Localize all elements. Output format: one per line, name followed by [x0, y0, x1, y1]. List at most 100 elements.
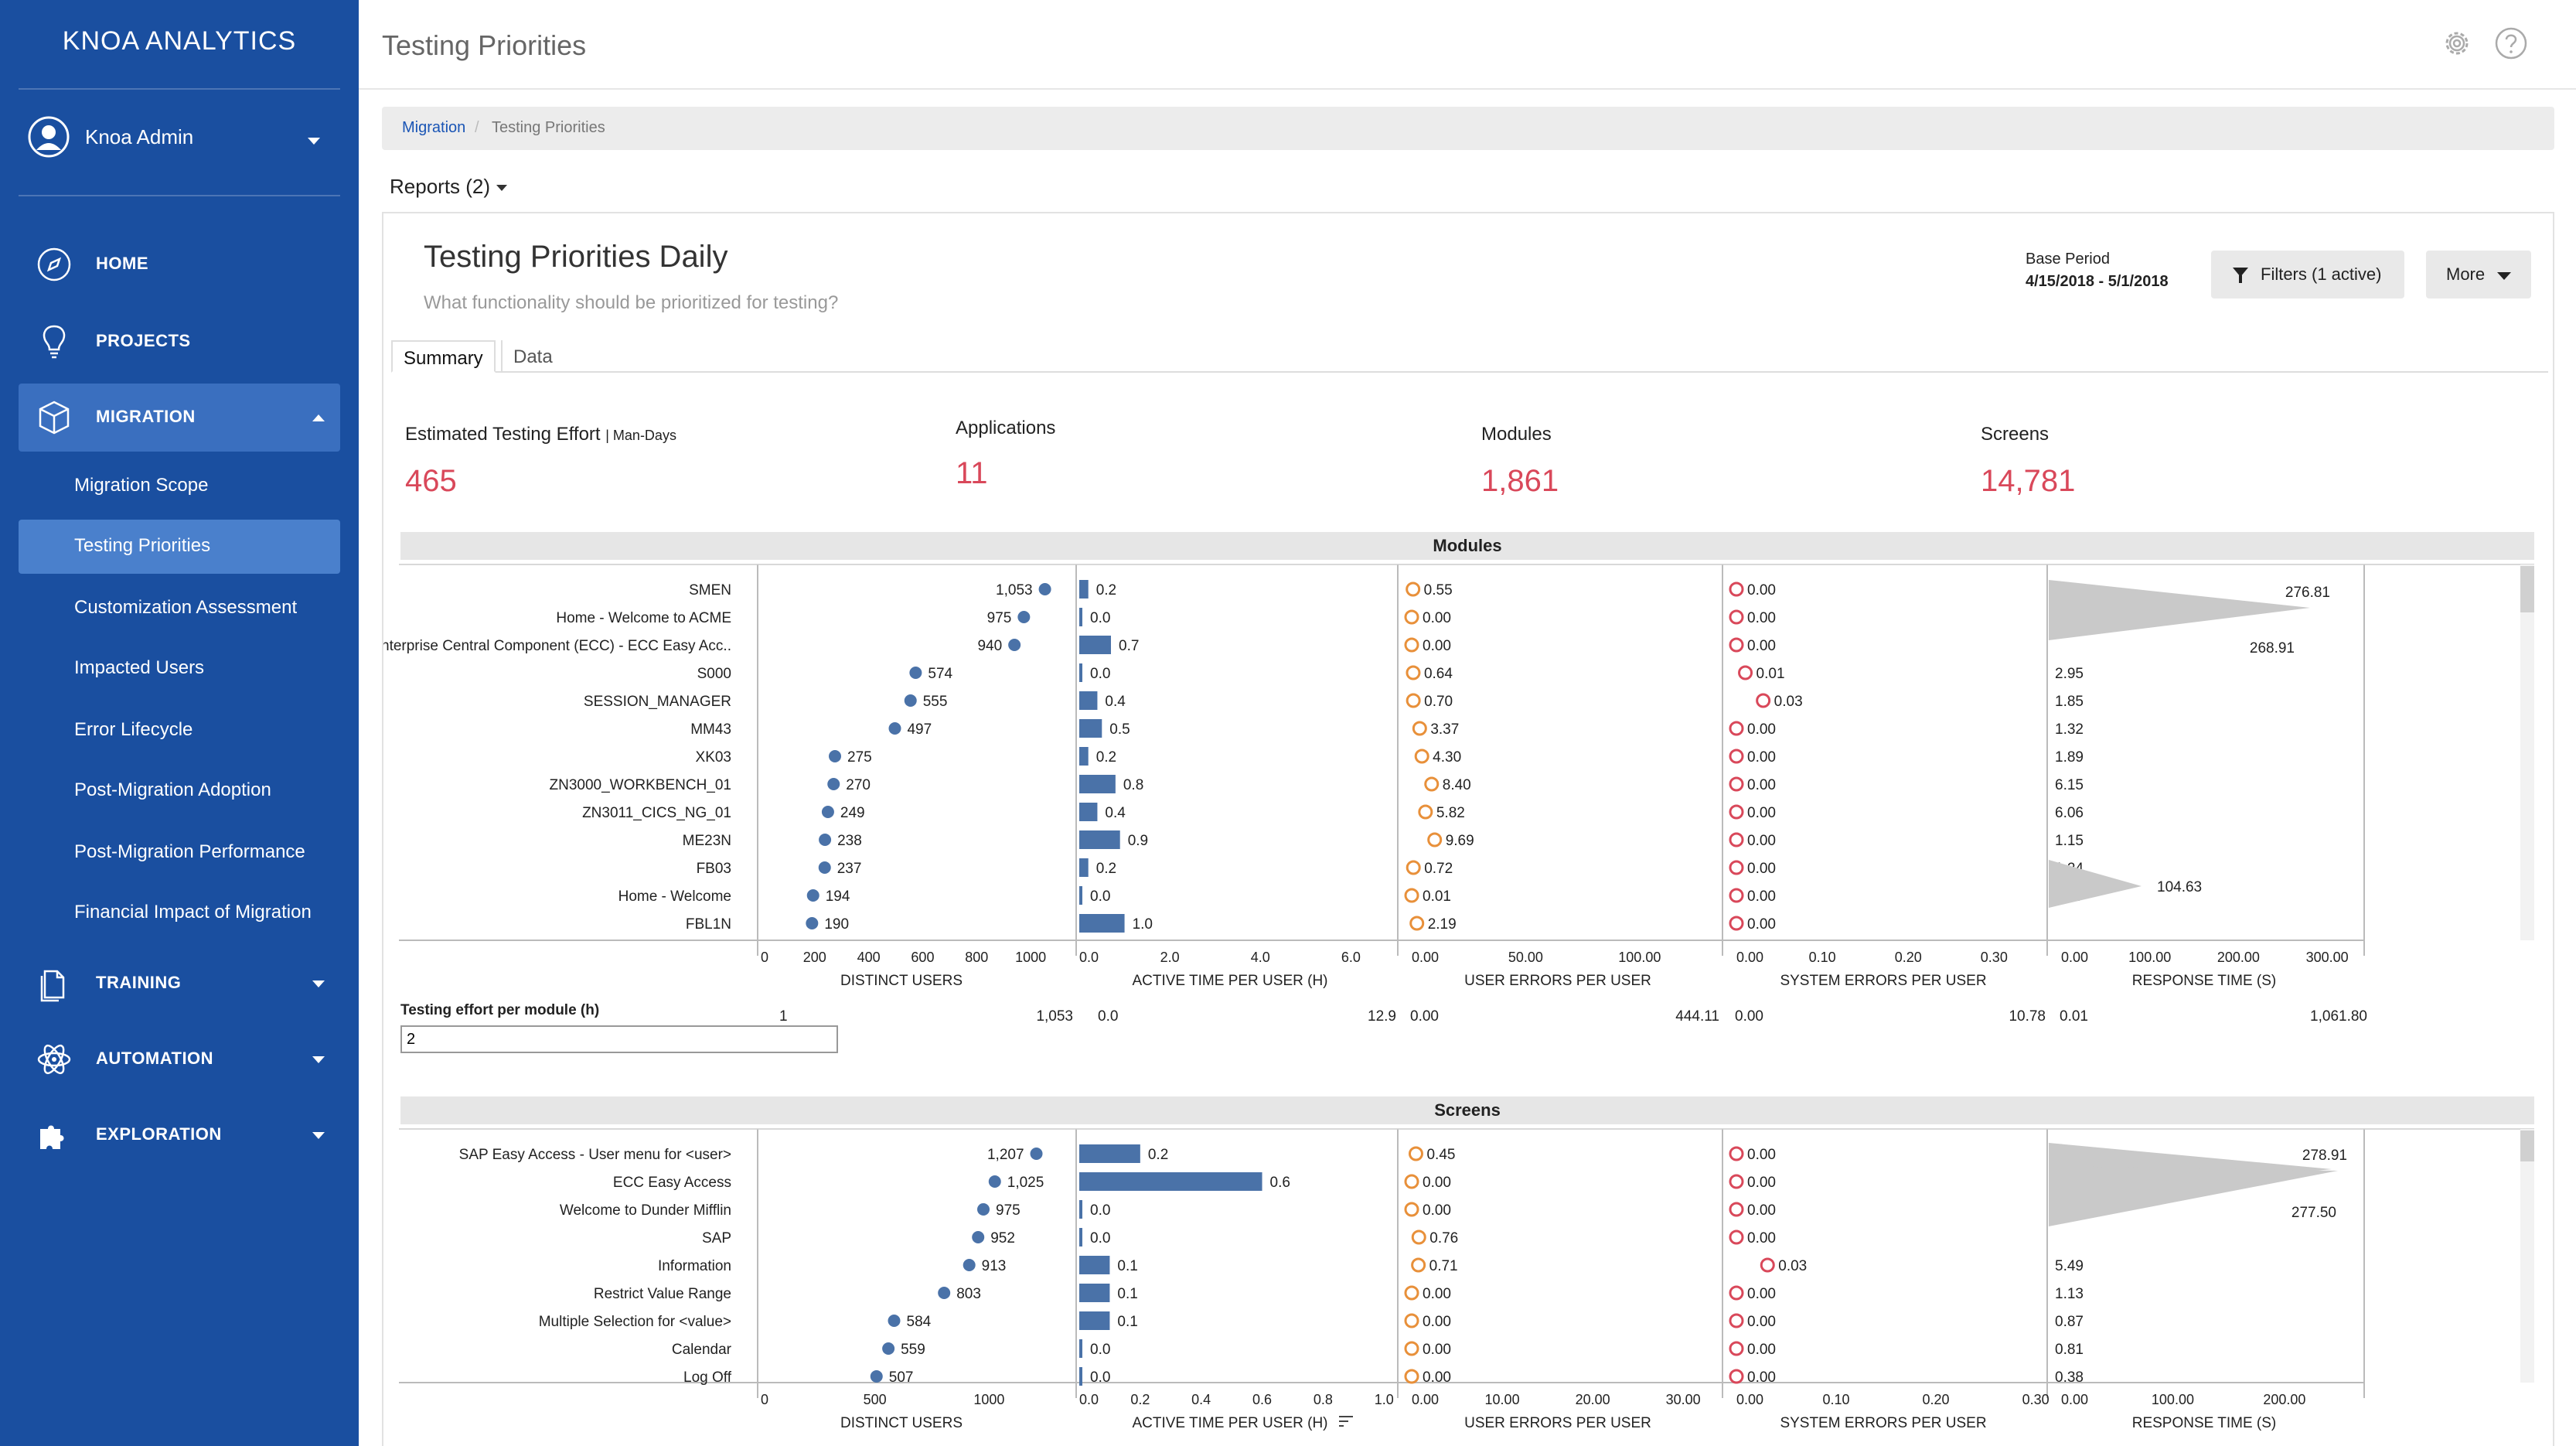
sidebar-item-impacted-users[interactable]: Impacted Users [19, 642, 340, 696]
system-errors-ring [1729, 1369, 1744, 1384]
system-errors-value: 0.00 [1747, 1286, 1776, 1302]
sidebar-item-label: Impacted Users [74, 657, 205, 678]
tab-summary[interactable]: Summary [391, 340, 496, 373]
system-errors-value: 0.03 [1774, 694, 1803, 710]
active-bar [1079, 1172, 1262, 1191]
users-dot [938, 1287, 951, 1299]
row-label: ME23N [683, 833, 731, 849]
active-value: 0.0 [1090, 1202, 1110, 1219]
axis-tick-label: 4.0 [1251, 950, 1270, 965]
page-title: Testing Priorities [382, 29, 587, 61]
users-value: 975 [987, 610, 1012, 626]
user-errors-value: 0.00 [1423, 1342, 1451, 1358]
sidebar-item-testing-priorities[interactable]: Testing Priorities [19, 520, 340, 574]
filters-label: Filters (1 active) [2261, 264, 2382, 284]
sidebar-item-customization-assessment[interactable]: Customization Assessment [19, 581, 340, 636]
system-errors-value: 0.03 [1778, 1258, 1807, 1274]
effort-per-module-input[interactable] [400, 1025, 838, 1053]
users-value: 975 [996, 1202, 1021, 1219]
slider-max-label: 10.78 [2009, 1008, 2046, 1025]
sidebar-item-post-migration-adoption[interactable]: Post-Migration Adoption [19, 764, 340, 818]
users-value: 237 [837, 861, 862, 877]
nav-migration[interactable]: MIGRATION [19, 384, 340, 452]
gear-icon[interactable] [2440, 26, 2474, 60]
axis-title: ACTIVE TIME PER USER (H) [1132, 1415, 1327, 1431]
scrollbar-track [2520, 1129, 2534, 1383]
more-button[interactable]: More [2426, 251, 2531, 298]
row-label: FBL1N [686, 916, 731, 933]
axis-tick-label: 1000 [973, 1392, 1004, 1407]
active-bar [1079, 1284, 1110, 1302]
report-subtitle: What functionality should be prioritized… [424, 292, 839, 313]
users-dot [821, 806, 834, 818]
row-label: ZN3011_CICS_NG_01 [582, 805, 731, 821]
axis-tick-label: 0.00 [1736, 1392, 1763, 1407]
user-menu[interactable]: Knoa Admin [28, 116, 329, 167]
user-errors-value: 0.71 [1429, 1258, 1458, 1274]
response-time-value: 1.85 [2055, 694, 2084, 710]
axis-tick-label: 200 [803, 950, 826, 965]
reports-dropdown[interactable]: Reports (2) [390, 175, 508, 199]
scrollbar-thumb [2520, 1131, 2534, 1161]
nav-home[interactable]: HOME [19, 230, 340, 298]
sidebar-item-migration-scope[interactable]: Migration Scope [19, 459, 340, 513]
users-dot [829, 750, 841, 762]
nav-exploration[interactable]: EXPLORATION [19, 1101, 340, 1169]
active-value: 0.0 [1090, 666, 1110, 682]
chevron-down-icon [496, 185, 508, 192]
sidebar-item-post-migration-performance[interactable]: Post-Migration Performance [19, 826, 340, 880]
filters-button[interactable]: Filters (1 active) [2211, 251, 2404, 298]
user-errors-ring [1404, 637, 1419, 653]
nav-home-label: HOME [96, 254, 148, 273]
nav-training[interactable]: TRAINING [19, 950, 340, 1018]
response-time-value: 1.15 [2055, 833, 2084, 849]
user-errors-ring [1404, 609, 1419, 625]
report-tabs: Summary Data [391, 340, 2548, 373]
active-value: 0.0 [1090, 1369, 1110, 1386]
slider-max-label: 444.11 [1675, 1008, 1719, 1025]
response-time-value: 1.89 [2055, 749, 2084, 766]
base-period: Base Period 4/15/2018 - 5/1/2018 [2026, 251, 2169, 291]
slider-max-label: 1,061.80 [2310, 1008, 2367, 1025]
system-errors-ring [1729, 609, 1744, 625]
axis-tick-label: 0.8 [1314, 1392, 1333, 1407]
row-label: Enterprise Central Component (ECC) - ECC… [383, 638, 731, 654]
active-value: 0.4 [1105, 805, 1126, 821]
nav-projects[interactable]: PROJECTS [19, 308, 340, 376]
system-errors-value: 0.00 [1747, 1369, 1776, 1386]
axis-tick-label: 0.00 [1412, 1392, 1439, 1407]
user-name: Knoa Admin [85, 125, 194, 148]
sidebar-item-error-lifecycle[interactable]: Error Lifecycle [19, 704, 340, 758]
system-errors-value: 0.00 [1747, 1342, 1776, 1358]
user-errors-value: 0.45 [1426, 1147, 1455, 1163]
users-value: 270 [846, 777, 871, 793]
kpi-modules-label: Modules [1481, 424, 1552, 445]
users-value: 555 [923, 694, 948, 710]
help-icon[interactable] [2494, 26, 2528, 60]
users-dot [882, 1342, 895, 1355]
sidebar: KNOA ANALYTICS Knoa Admin HOME PROJECTS … [0, 0, 359, 1446]
slider-max-label: 1,053 [1036, 1008, 1073, 1025]
axis-tick-label: 50.00 [1508, 950, 1543, 965]
axis-tick-label: 6.0 [1341, 950, 1361, 965]
active-bar [1079, 858, 1089, 877]
row-label: SAP [702, 1230, 731, 1246]
user-errors-value: 2.19 [1428, 916, 1457, 933]
system-errors-ring [1729, 637, 1744, 653]
active-value: 0.2 [1148, 1147, 1168, 1163]
sidebar-item-financial-impact[interactable]: Financial Impact of Migration [19, 886, 340, 940]
active-value: 0.9 [1128, 833, 1148, 849]
kpi-modules-value: 1,861 [1481, 464, 1559, 498]
user-errors-value: 4.30 [1433, 749, 1461, 766]
kpi-effort-label: Estimated Testing Effort | Man-Days [405, 424, 676, 445]
user-errors-value: 0.00 [1423, 1175, 1451, 1191]
sort-icon[interactable] [1339, 1416, 1353, 1427]
tab-data[interactable]: Data [501, 340, 564, 373]
users-dot [827, 778, 840, 790]
breadcrumb-migration-link[interactable]: Migration [402, 119, 466, 136]
nav-automation[interactable]: AUTOMATION [19, 1025, 340, 1093]
slider-min-label: 0.01 [2060, 1008, 2088, 1025]
user-errors-value: 0.64 [1424, 666, 1453, 682]
users-value: 249 [840, 805, 865, 821]
row-label: S000 [697, 666, 731, 682]
